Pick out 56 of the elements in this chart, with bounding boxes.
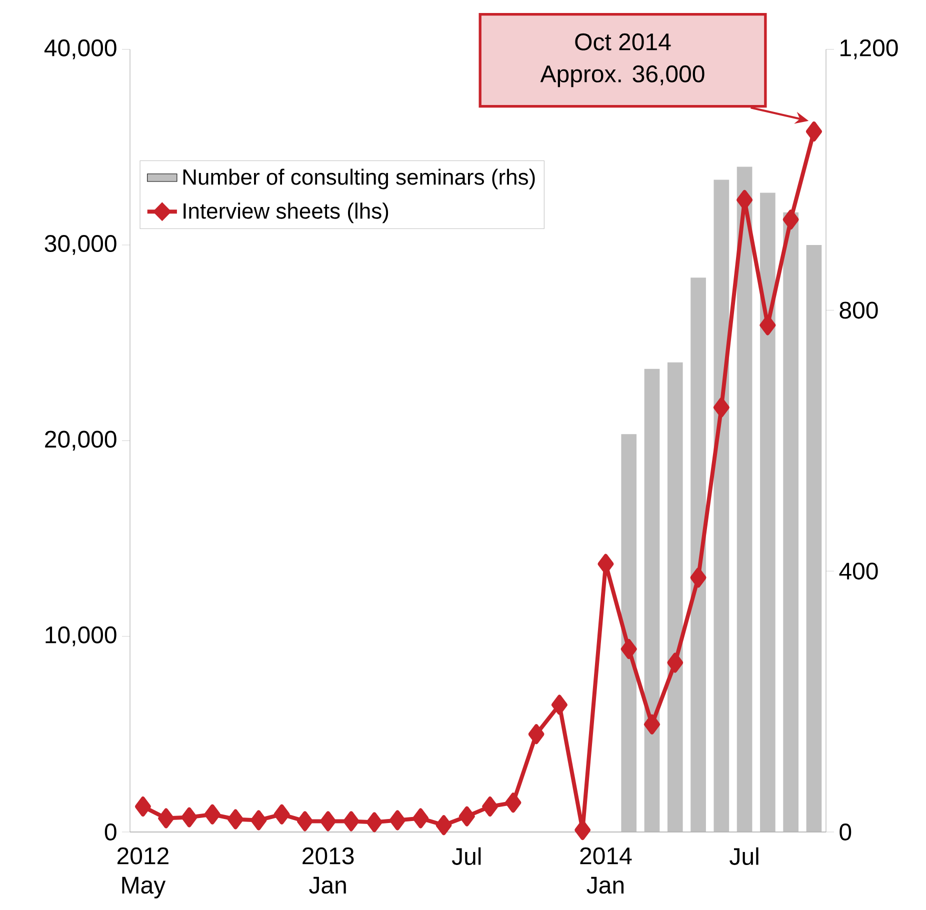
y-tick-label: 30,000	[44, 235, 116, 255]
bar	[644, 368, 660, 832]
point	[620, 639, 637, 660]
legend-label: Interview sheets (lhs)	[184, 202, 388, 224]
point	[274, 804, 290, 824]
point	[598, 554, 614, 574]
annotation: Approx. 36,000	[540, 65, 704, 88]
y2-tick-label: 0	[840, 823, 852, 840]
point	[690, 568, 706, 588]
bar	[690, 278, 706, 832]
point	[366, 812, 382, 832]
bar	[736, 166, 752, 832]
point	[412, 808, 429, 828]
point	[782, 210, 799, 230]
x-tick-label: Jul	[452, 847, 481, 865]
bar	[621, 434, 637, 832]
y-tick-label: 40,000	[44, 39, 116, 60]
y2-tick-label: 1,200	[840, 39, 898, 60]
x-tick-label: Jul	[730, 847, 758, 865]
point	[228, 809, 244, 830]
y-tick-label: 0	[104, 823, 116, 840]
x-tick-label: 2014 Jan	[580, 847, 632, 894]
point	[667, 652, 684, 673]
point	[551, 694, 568, 715]
point	[458, 806, 475, 826]
x-tick-label: 2012 May	[117, 847, 168, 898]
y2-tick-label: 800	[840, 302, 878, 319]
point	[736, 190, 753, 210]
y-tick-label: 20,000	[45, 430, 116, 451]
point	[505, 792, 522, 813]
bar	[783, 212, 798, 832]
point	[713, 397, 730, 418]
point	[320, 811, 336, 832]
y2-tick-label: 400	[839, 562, 878, 580]
point	[389, 810, 406, 830]
x-tick-label: 2013 Jan	[302, 847, 354, 894]
bar	[714, 180, 730, 832]
point	[644, 714, 660, 734]
bar	[760, 192, 776, 832]
point	[204, 804, 220, 824]
legend-label: Number of consulting seminars (rhs)	[183, 168, 535, 190]
point	[343, 811, 360, 832]
point	[250, 810, 267, 830]
point	[296, 811, 313, 832]
point	[806, 122, 822, 142]
point	[158, 808, 174, 828]
y-tick-label: 10,000	[46, 626, 116, 646]
point	[574, 820, 591, 840]
point	[181, 807, 198, 828]
bar	[667, 362, 683, 832]
point	[436, 815, 452, 836]
point	[482, 796, 498, 817]
bar	[806, 244, 822, 832]
point	[528, 724, 544, 744]
point	[134, 796, 151, 817]
annotation: Oct 2014	[575, 33, 671, 50]
